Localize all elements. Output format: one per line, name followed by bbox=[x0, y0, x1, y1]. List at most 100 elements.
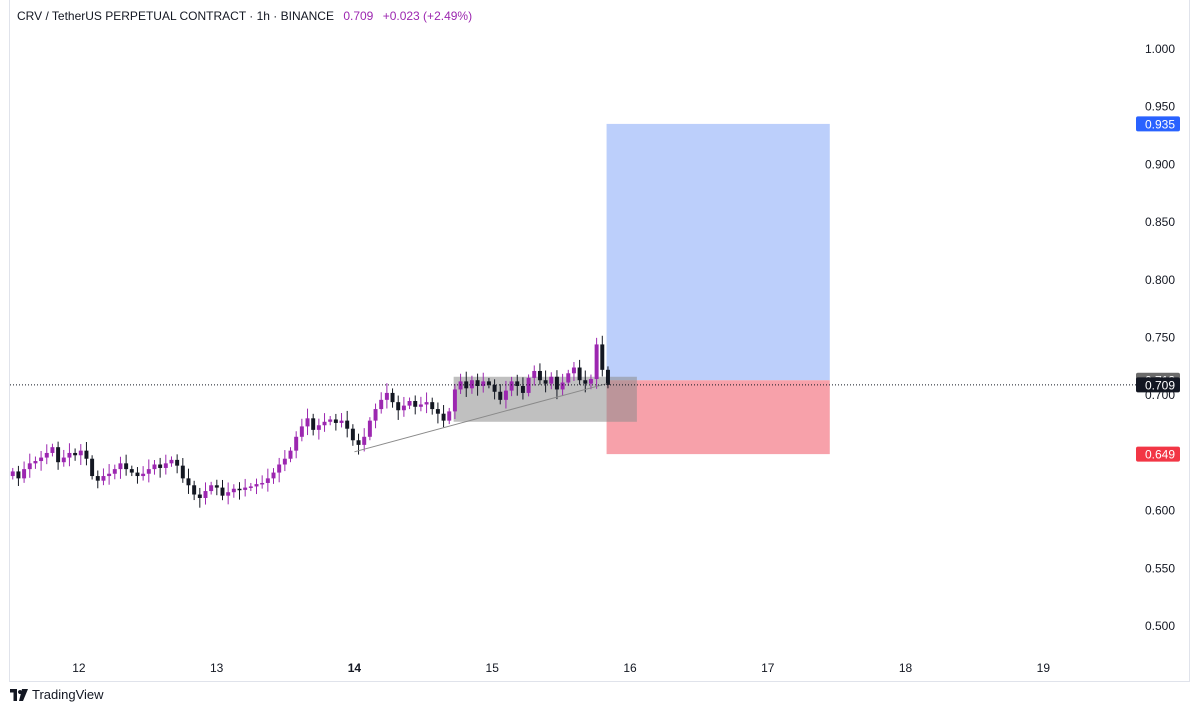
candle-body bbox=[384, 392, 389, 400]
candle-body bbox=[600, 344, 605, 370]
candle bbox=[277, 457, 282, 483]
position-zones bbox=[453, 123, 830, 455]
price-tag: 0.709 bbox=[1136, 377, 1180, 393]
candle-body bbox=[248, 486, 253, 488]
trendline bbox=[354, 383, 607, 453]
candle bbox=[305, 408, 310, 436]
candle bbox=[322, 413, 327, 432]
candle bbox=[577, 359, 582, 385]
candle-body bbox=[33, 461, 38, 464]
candle-body bbox=[67, 452, 72, 458]
candle-body bbox=[543, 380, 548, 384]
candle-body bbox=[226, 492, 231, 496]
candle bbox=[197, 487, 202, 508]
price-tag-background bbox=[1136, 446, 1180, 462]
candle-body bbox=[560, 382, 565, 390]
y-tick-label: 0.600 bbox=[1145, 504, 1175, 518]
tradingview-branding[interactable]: TradingView bbox=[10, 687, 104, 702]
candle bbox=[163, 454, 168, 475]
candle-body bbox=[299, 426, 304, 437]
candle-body bbox=[282, 458, 287, 465]
candle-body bbox=[379, 399, 384, 410]
candle bbox=[101, 468, 106, 486]
candle-body bbox=[175, 459, 180, 466]
candle bbox=[141, 466, 146, 481]
candle-body bbox=[10, 471, 15, 477]
candle-body bbox=[271, 472, 276, 479]
candle bbox=[311, 413, 316, 436]
candle-body bbox=[316, 425, 321, 430]
candle-body bbox=[424, 402, 429, 405]
candle bbox=[413, 395, 418, 415]
candle bbox=[107, 464, 112, 485]
candle bbox=[44, 444, 49, 465]
candle bbox=[254, 478, 259, 495]
candle-body bbox=[135, 472, 140, 477]
candle bbox=[475, 373, 480, 396]
candle bbox=[537, 363, 542, 385]
candle bbox=[209, 481, 214, 495]
candle-body bbox=[390, 392, 395, 403]
candle bbox=[90, 455, 95, 480]
candle-body bbox=[163, 463, 168, 468]
candle-body bbox=[220, 487, 225, 496]
candle-body bbox=[243, 487, 248, 490]
brand-label: TradingView bbox=[32, 687, 104, 702]
candle bbox=[447, 407, 452, 425]
price-change: +0.023 (+2.49%) bbox=[382, 9, 473, 23]
candle bbox=[362, 428, 367, 452]
candle-body bbox=[231, 488, 236, 493]
chart-frame bbox=[9, 0, 1190, 682]
candle-body bbox=[294, 436, 299, 451]
target-zone bbox=[606, 123, 830, 381]
candle-body bbox=[61, 457, 66, 463]
candle-body bbox=[503, 390, 508, 400]
x-tick-label: 19 bbox=[1037, 661, 1051, 675]
candle bbox=[237, 482, 242, 500]
candle bbox=[95, 470, 100, 489]
candle bbox=[316, 418, 321, 440]
candle-body bbox=[350, 428, 355, 441]
candle-body bbox=[197, 494, 202, 498]
candle-body bbox=[73, 452, 78, 456]
candle-body bbox=[492, 384, 497, 392]
candle bbox=[146, 459, 151, 483]
y-tick-label: 0.850 bbox=[1145, 215, 1175, 229]
candle bbox=[407, 397, 412, 410]
candle bbox=[350, 424, 355, 446]
candle bbox=[22, 461, 27, 483]
candle bbox=[588, 374, 593, 390]
candle-body bbox=[277, 464, 282, 473]
candle bbox=[243, 478, 248, 497]
candle bbox=[61, 449, 66, 467]
candle-body bbox=[447, 411, 452, 421]
candle-body bbox=[192, 485, 197, 495]
candle-body bbox=[396, 402, 401, 411]
candle bbox=[39, 450, 44, 471]
candle-body bbox=[118, 463, 123, 470]
candle bbox=[379, 392, 384, 414]
candle bbox=[430, 397, 435, 415]
stop-zone bbox=[606, 380, 830, 455]
candle-body bbox=[16, 471, 21, 479]
candle bbox=[260, 475, 265, 489]
candle bbox=[84, 441, 89, 466]
candle bbox=[50, 443, 55, 457]
candle bbox=[175, 454, 180, 474]
candle bbox=[435, 402, 440, 424]
candle bbox=[452, 383, 457, 420]
candle bbox=[469, 375, 474, 394]
symbol-title: CRV / TetherUS PERPETUAL CONTRACT · 1h ·… bbox=[17, 9, 334, 23]
candle bbox=[294, 431, 299, 459]
candle-body bbox=[141, 473, 146, 477]
x-tick-label: 14 bbox=[348, 661, 362, 675]
candle bbox=[345, 410, 350, 438]
candle-body bbox=[526, 377, 531, 393]
y-tick-label: 1.000 bbox=[1145, 42, 1175, 56]
candle bbox=[67, 443, 72, 467]
candle bbox=[203, 482, 208, 505]
candle-body bbox=[311, 418, 316, 430]
candle-body bbox=[169, 459, 174, 464]
candle-body bbox=[254, 484, 259, 487]
